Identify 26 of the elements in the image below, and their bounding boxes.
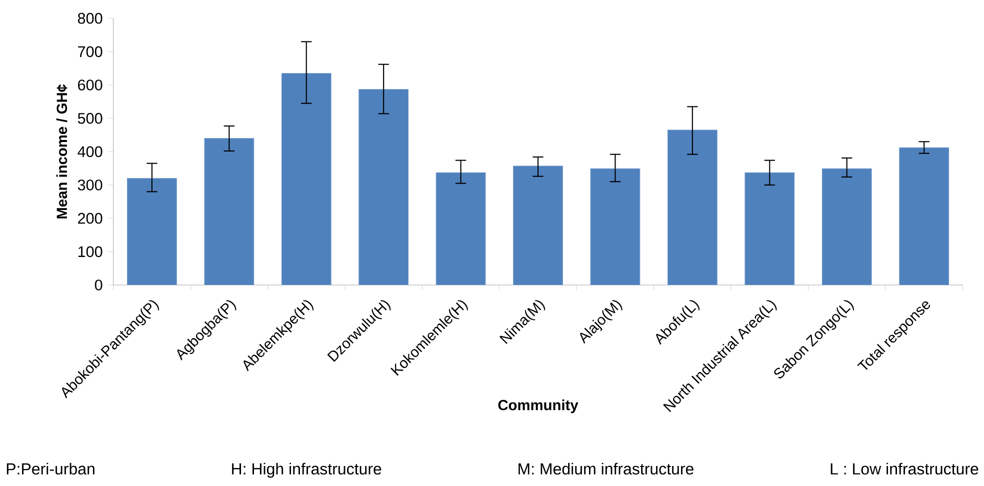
y-tick-label: 500 [78,112,102,124]
y-tick-label: 600 [78,80,102,90]
bar [204,138,254,285]
text: M: Medium infrastructure [518,462,694,475]
x-axis-title: Community [498,399,578,414]
bar [436,172,486,285]
bar [667,130,718,285]
y-tick-label: 800 [78,12,102,24]
text: L : Low infrastructure [830,462,978,475]
bar [358,89,409,285]
bar [281,73,332,285]
y-tick-label: 0 [94,280,102,290]
y-tick-label: 300 [78,180,102,190]
y-axis-title: Mean income / GH¢ [56,84,68,218]
bar [744,172,795,285]
y-tick-label: 700 [78,46,102,58]
y-tick-label: 400 [78,146,102,158]
bar [899,147,950,285]
text: P:Peri-urban [6,462,94,475]
bar [513,166,563,285]
y-tick-label: 200 [78,212,102,224]
bar [127,178,177,285]
text: H: High infrastructure [232,462,382,478]
bar [590,168,640,285]
y-tick-label: 100 [78,246,102,258]
bar [822,168,872,285]
